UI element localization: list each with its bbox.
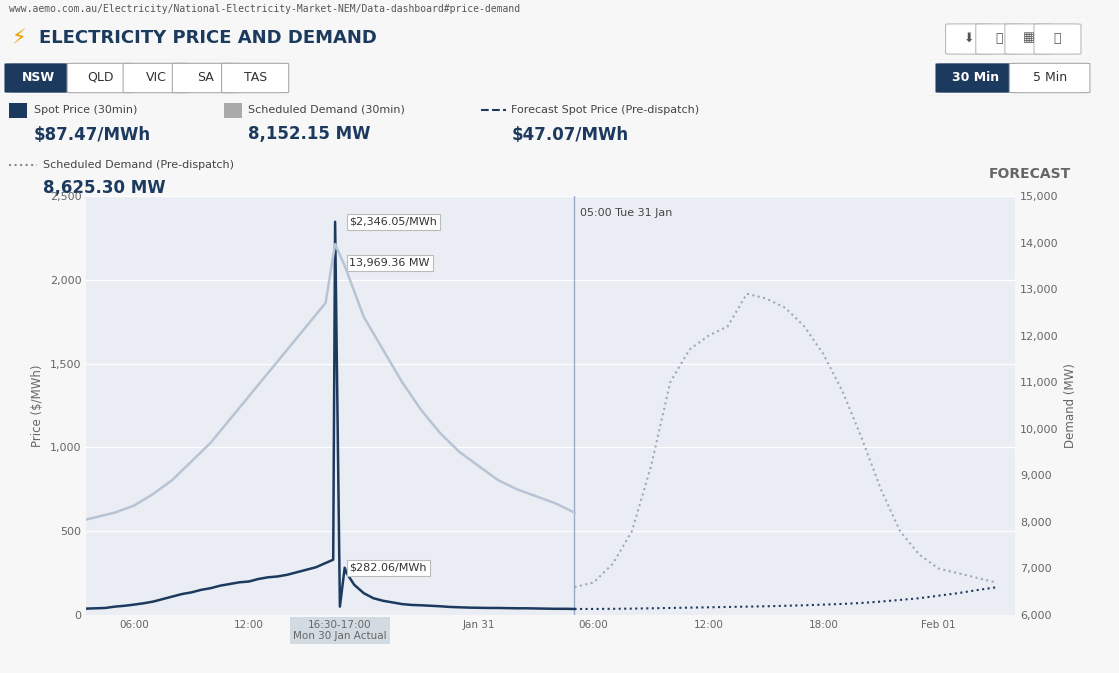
Text: www.aemo.com.au/Electricity/National-Electricity-Market-NEM/Data-dashboard#price: www.aemo.com.au/Electricity/National-Ele…	[9, 4, 520, 14]
Text: ⬇: ⬇	[963, 32, 975, 44]
Text: $47.07/MWh: $47.07/MWh	[511, 125, 629, 143]
Text: ⚡: ⚡	[11, 28, 26, 48]
FancyBboxPatch shape	[946, 24, 993, 54]
Bar	[9, 102, 27, 118]
Text: $2,346.05/MWh: $2,346.05/MWh	[349, 217, 438, 227]
Text: 5 Min: 5 Min	[1033, 71, 1066, 83]
Y-axis label: Demand (MW): Demand (MW)	[1064, 363, 1076, 448]
FancyBboxPatch shape	[976, 24, 1023, 54]
Text: $87.47/MWh: $87.47/MWh	[34, 125, 151, 143]
FancyBboxPatch shape	[1005, 24, 1052, 54]
Text: ▦: ▦	[1023, 32, 1034, 44]
Text: Spot Price (30min): Spot Price (30min)	[34, 105, 137, 115]
Y-axis label: Price ($/MWh): Price ($/MWh)	[31, 364, 44, 447]
Text: 📶: 📶	[996, 32, 1003, 44]
Text: Forecast Spot Price (Pre-dispatch): Forecast Spot Price (Pre-dispatch)	[511, 105, 699, 115]
Text: TAS: TAS	[244, 71, 266, 83]
Text: 30 Min: 30 Min	[952, 71, 999, 83]
Text: Scheduled Demand (Pre-dispatch): Scheduled Demand (Pre-dispatch)	[43, 160, 234, 170]
Text: SA: SA	[198, 71, 214, 83]
Text: $282.06/MWh: $282.06/MWh	[349, 563, 427, 573]
Text: 8,625.30 MW: 8,625.30 MW	[43, 179, 166, 197]
FancyBboxPatch shape	[4, 63, 72, 93]
FancyBboxPatch shape	[1034, 24, 1081, 54]
Text: FORECAST: FORECAST	[988, 166, 1071, 180]
Text: ELECTRICITY PRICE AND DEMAND: ELECTRICITY PRICE AND DEMAND	[39, 29, 377, 47]
Text: 8,152.15 MW: 8,152.15 MW	[248, 125, 370, 143]
Text: Scheduled Demand (30min): Scheduled Demand (30min)	[248, 105, 405, 115]
Text: ⓘ: ⓘ	[1054, 32, 1061, 44]
FancyBboxPatch shape	[935, 63, 1016, 93]
FancyBboxPatch shape	[172, 63, 239, 93]
Text: QLD: QLD	[87, 71, 114, 83]
Text: 13,969.36 MW: 13,969.36 MW	[349, 258, 430, 268]
FancyBboxPatch shape	[67, 63, 134, 93]
Text: NSW: NSW	[21, 71, 55, 83]
Text: 05:00 Tue 31 Jan: 05:00 Tue 31 Jan	[581, 208, 673, 218]
Text: VIC: VIC	[147, 71, 167, 83]
FancyBboxPatch shape	[222, 63, 289, 93]
FancyBboxPatch shape	[1009, 63, 1090, 93]
FancyBboxPatch shape	[123, 63, 190, 93]
Bar	[224, 102, 242, 118]
